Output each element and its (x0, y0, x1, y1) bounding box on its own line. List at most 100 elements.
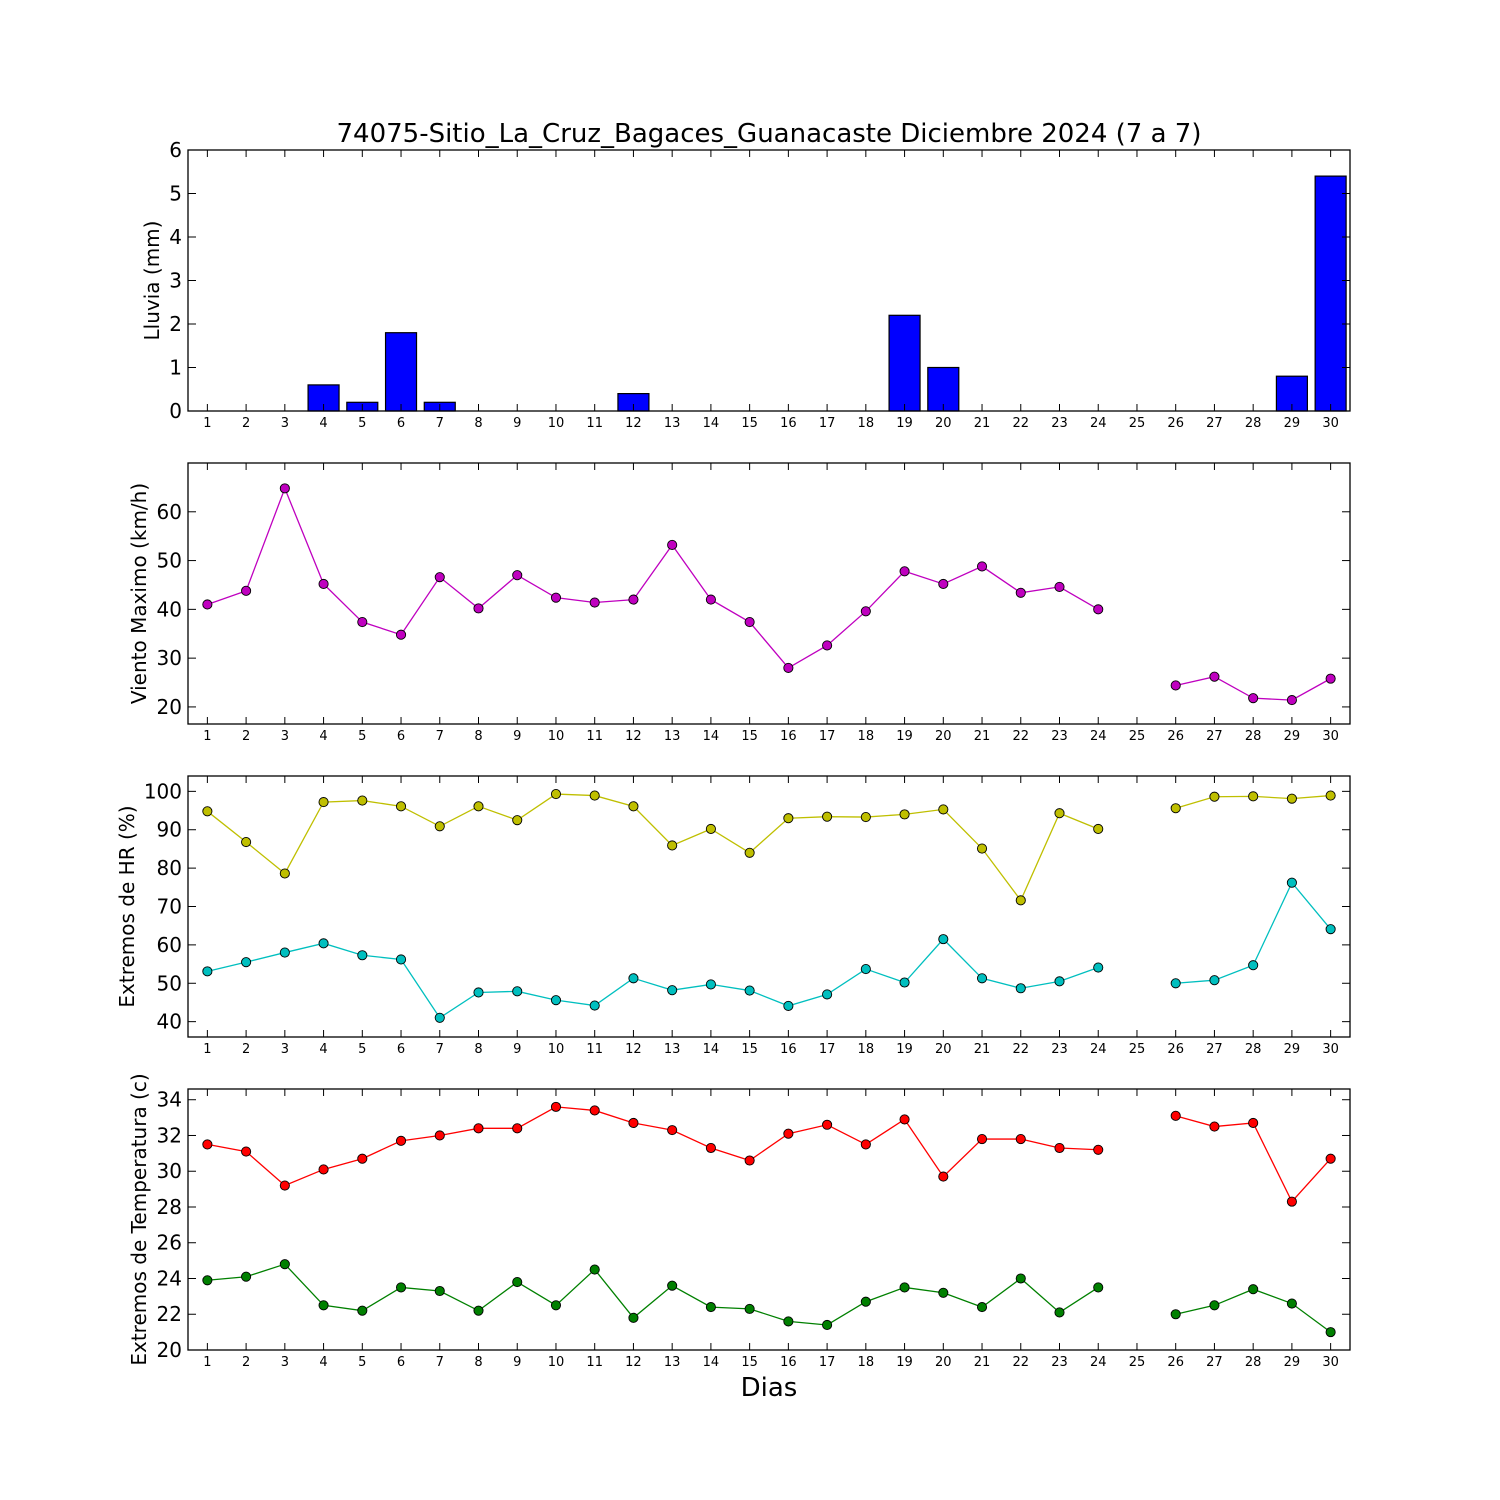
temperature-series-2-point (822, 1319, 833, 1331)
temperature-x-tick-label: 29 (1284, 1355, 1301, 1370)
humidity-series-1-point (899, 809, 910, 820)
temperature-series-2-point (512, 1277, 523, 1288)
temperature-x-tick-label: 23 (1051, 1355, 1068, 1370)
wind-series-1-point (628, 594, 639, 605)
temperature-series-1-point (705, 1142, 716, 1154)
rain-x-tick-label: 12 (625, 416, 642, 431)
wind-x-tick-label: 12 (625, 729, 642, 744)
humidity-x-tick-label: 28 (1245, 1042, 1262, 1057)
rain-y-tick-label: 6 (169, 138, 182, 162)
rain-bar (927, 366, 960, 412)
wind-x-tick-label: 21 (974, 729, 991, 744)
humidity-series-1-point (395, 801, 407, 812)
humidity-x-tick-label: 30 (1322, 1042, 1339, 1057)
humidity-y-tick-label: 50 (157, 971, 182, 995)
temperature-y-tick-label: 20 (157, 1338, 182, 1362)
temperature-series-2-point (550, 1300, 562, 1311)
humidity-x-tick-label: 10 (548, 1042, 565, 1057)
humidity-x-tick-label: 13 (664, 1042, 681, 1057)
wind-y-tick-label: 20 (157, 695, 182, 719)
wind-x-tick-label: 26 (1167, 729, 1184, 744)
rain-x-tick-label: 22 (1012, 416, 1029, 431)
humidity-series-2-point (1054, 976, 1065, 987)
humidity-x-tick-label: 27 (1206, 1042, 1223, 1057)
humidity-series-2-point (434, 1012, 445, 1023)
temperature-series-2-point (667, 1280, 678, 1291)
temperature-series-1-point (899, 1114, 910, 1125)
wind-series-1-point (744, 616, 755, 628)
humidity-series-2-point (822, 989, 833, 1000)
rain-x-tick-label: 8 (474, 416, 482, 431)
temperature-x-tick-label: 9 (513, 1355, 521, 1370)
wind-x-tick-label: 7 (436, 729, 444, 744)
rain-x-tick-label: 4 (319, 416, 327, 431)
humidity-series-2-point (1093, 962, 1104, 973)
humidity-x-tick-label: 19 (896, 1042, 913, 1057)
wind-x-tick-label: 5 (358, 729, 366, 744)
wind-x-tick-label: 11 (586, 729, 603, 744)
rain-x-tick-label: 15 (741, 416, 758, 431)
rain-y-tick-label: 4 (169, 225, 182, 249)
rain-x-tick-label: 13 (664, 416, 681, 431)
humidity-series-1-point (1170, 803, 1181, 814)
wind-series-1-point (705, 594, 716, 605)
humidity-series-1-point (1054, 808, 1065, 819)
temperature-x-tick-label: 17 (819, 1355, 836, 1370)
humidity-series-1-point (938, 804, 949, 815)
temperature-x-tick-label: 22 (1012, 1355, 1029, 1370)
temperature-y-tick-label: 32 (157, 1123, 182, 1147)
wind-x-tick-label: 6 (397, 729, 405, 744)
temperature-y-tick-label: 34 (157, 1088, 182, 1112)
humidity-x-tick-label: 18 (858, 1042, 875, 1057)
rain-x-tick-label: 16 (780, 416, 797, 431)
temperature-series-1-point (473, 1123, 484, 1134)
rain-x-tick-label: 30 (1322, 416, 1339, 431)
temperature-series-1-point (1209, 1121, 1220, 1132)
humidity-x-tick-label: 1 (203, 1042, 211, 1057)
humidity-series-1-point (1209, 791, 1220, 802)
humidity-series-1-point (1286, 793, 1297, 804)
temperature-series-1-point (357, 1153, 368, 1164)
humidity-x-tick-label: 9 (513, 1042, 521, 1057)
temperature-series-2-point (705, 1302, 716, 1313)
wind-x-tick-label: 19 (896, 729, 913, 744)
humidity-series-1-point (550, 788, 562, 800)
humidity-x-tick-label: 20 (935, 1042, 952, 1057)
temperature-series-2-point (318, 1300, 329, 1311)
humidity-x-tick-label: 4 (319, 1042, 327, 1057)
temperature-series-1-point (241, 1146, 252, 1157)
temperature-series-2-point (279, 1259, 290, 1270)
temperature-series-2-point (628, 1312, 639, 1323)
temperature-x-tick-label: 21 (974, 1355, 991, 1370)
wind-x-tick-label: 13 (664, 729, 681, 744)
temperature-series-2-point (1054, 1307, 1065, 1318)
temperature-x-tick-label: 20 (935, 1355, 952, 1370)
humidity-x-tick-label: 21 (974, 1042, 991, 1057)
wind-series-1-point (1209, 671, 1220, 682)
humidity-x-tick-label: 12 (625, 1042, 642, 1057)
rain-y-tick-label: 3 (169, 269, 182, 293)
wind-series-1-point (1015, 587, 1026, 598)
temperature-series-1-point (1170, 1110, 1181, 1121)
humidity-series-2-point (395, 954, 407, 965)
wind-series-1-point (1325, 673, 1336, 684)
temperature-series-1-point (1093, 1144, 1104, 1155)
temperature-series-1-point (279, 1180, 290, 1191)
wind-x-tick-label: 24 (1090, 729, 1107, 744)
temperature-series-2-point (1170, 1309, 1181, 1320)
humidity-series-2-point (667, 985, 678, 996)
rain-x-tick-label: 1 (203, 416, 211, 431)
wind-x-tick-label: 29 (1284, 729, 1301, 744)
temperature-x-tick-label: 8 (474, 1355, 482, 1370)
wind-series-1-point (1170, 680, 1181, 691)
humidity-series-1-point (860, 812, 871, 823)
temperature-x-tick-label: 24 (1090, 1355, 1107, 1370)
humidity-series-2-point (550, 995, 562, 1006)
wind-axes-frame (187, 462, 1351, 725)
rain-x-tick-label: 11 (586, 416, 603, 431)
temperature-series-2-point (434, 1285, 445, 1297)
temperature-series-1-point (744, 1155, 755, 1166)
humidity-x-tick-label: 16 (780, 1042, 797, 1057)
